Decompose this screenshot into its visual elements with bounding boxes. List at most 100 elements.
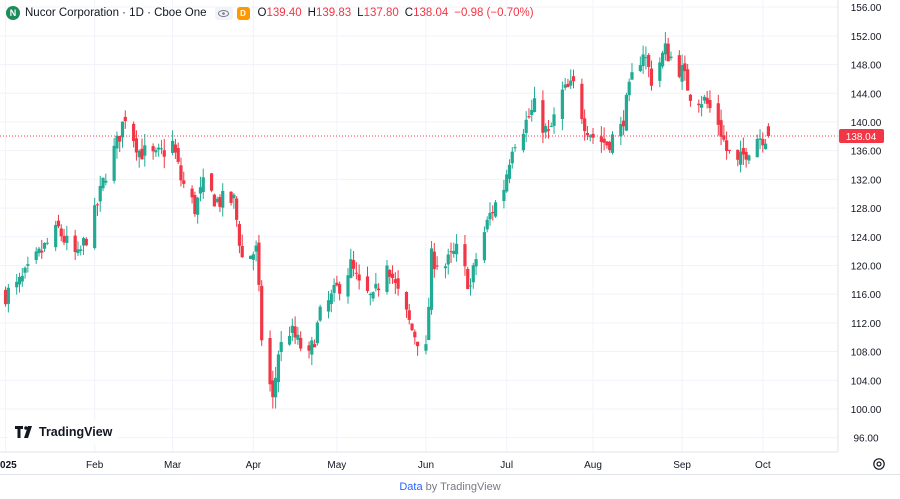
candle-body (326, 300, 331, 312)
candle-body (76, 249, 80, 254)
candle-body (201, 177, 205, 192)
y-tick-label: 108.00 (851, 348, 882, 359)
candle-body (677, 55, 681, 77)
candle-body (296, 334, 300, 340)
candle-body (569, 80, 573, 86)
candle-body (209, 173, 214, 191)
candle-body (716, 103, 720, 125)
candle-body (393, 279, 397, 283)
candle-body (251, 254, 255, 260)
y-tick-label: 152.00 (851, 32, 882, 43)
x-tick-label: Feb (86, 460, 104, 471)
candle-body (93, 205, 97, 249)
data-link[interactable]: Data (399, 481, 423, 493)
candle-body (744, 151, 748, 160)
candle-body (215, 198, 219, 202)
price-chart[interactable]: 138.04 96.00 100.00 104.00 108.00 112.00 116.… (0, 0, 900, 474)
x-tick-label: Oct (755, 460, 771, 471)
candle-body (81, 238, 86, 246)
candle-body (162, 150, 166, 157)
candle-body (644, 57, 648, 59)
candle-body (719, 120, 723, 137)
candle-body (466, 268, 470, 289)
candle-body (527, 116, 531, 118)
y-tick-label: 124.00 (851, 233, 882, 244)
candle-body (666, 43, 670, 62)
candle-body (237, 224, 242, 246)
candle-body (725, 140, 729, 152)
candle-body (513, 147, 517, 149)
candle-body (357, 274, 361, 281)
candle-body (374, 283, 378, 289)
candle-body (248, 255, 253, 260)
y-tick-label: 132.00 (851, 175, 882, 186)
tradingview-logo[interactable]: TradingView (9, 420, 119, 444)
candle-body (705, 97, 709, 104)
y-tick-label: 148.00 (851, 61, 882, 72)
candle-body (583, 118, 587, 132)
candle-body (541, 100, 545, 133)
price-axis: 96.00 100.00 104.00 108.00 112.00 116.00 120.0… (0, 0, 882, 453)
candle-body (42, 242, 47, 249)
candle-body (276, 354, 281, 383)
candle-body (563, 84, 567, 88)
y-tick-label: 140.00 (851, 118, 882, 129)
candle-body (368, 294, 372, 296)
candle-body (318, 306, 322, 321)
symbol-title[interactable]: Nucor Corporation · 1D · Cboe One (25, 7, 207, 19)
candle-body (338, 284, 342, 294)
y-tick-label: 100.00 (851, 405, 882, 416)
y-tick-label: 112.00 (851, 319, 881, 330)
candle-body (407, 310, 411, 320)
candle-body (134, 138, 139, 153)
data-badge[interactable]: D (236, 6, 250, 20)
candle-body (468, 285, 473, 287)
candle-body (507, 164, 512, 179)
tradingview-logo-icon (15, 426, 32, 438)
candle-body (396, 278, 400, 289)
x-tick-label: Sep (673, 460, 691, 471)
candle-body (73, 235, 77, 252)
candle-body (274, 377, 278, 398)
candle-body (638, 65, 642, 72)
candlestick-series (3, 32, 770, 409)
low-value: 137.80 (363, 7, 399, 19)
candle-body (602, 138, 606, 143)
candle-body (312, 344, 317, 348)
candle-body (310, 340, 314, 355)
candle-body (182, 180, 186, 184)
candle-body (112, 145, 116, 181)
high-value: 139.83 (315, 7, 352, 19)
candle-body (680, 65, 684, 82)
open-key: O (257, 7, 267, 19)
candle-body (747, 155, 751, 161)
candle-body (159, 148, 164, 150)
candle-body (599, 136, 603, 142)
candle-body (79, 249, 83, 251)
y-tick-label: 136.00 (851, 147, 882, 158)
candle-body (154, 150, 158, 153)
candle-body (371, 292, 375, 299)
candle-body (143, 145, 147, 156)
candle-body (764, 143, 768, 150)
candle-body (471, 265, 475, 283)
candle-body (15, 281, 19, 288)
candle-body (697, 103, 701, 106)
candle-body (585, 133, 590, 136)
gear-icon[interactable] (872, 457, 886, 471)
candle-body (26, 264, 30, 266)
candle-body (45, 242, 49, 244)
candle-body (502, 189, 506, 201)
candle-body (758, 138, 762, 140)
candle-body (84, 238, 88, 246)
candle-body (736, 149, 740, 160)
candle-body (377, 288, 381, 291)
candle-body (669, 56, 673, 59)
x-tick-label: Apr (246, 460, 262, 471)
candle-body (443, 266, 448, 269)
candle-body (521, 133, 526, 151)
candle-body (346, 275, 350, 297)
candle-body (622, 120, 626, 127)
candle-body (427, 306, 431, 341)
eye-icon[interactable] (214, 6, 233, 20)
